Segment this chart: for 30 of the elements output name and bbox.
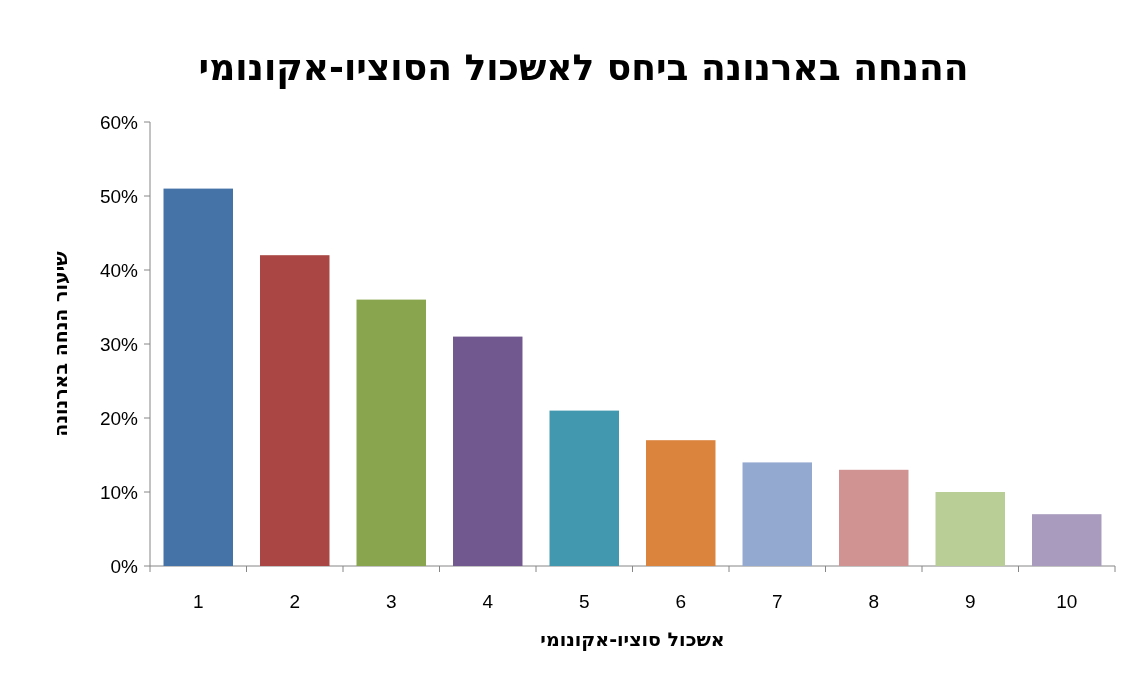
x-tick-label: 10 bbox=[1056, 591, 1078, 612]
y-tick-label: 20% bbox=[99, 408, 139, 429]
bar bbox=[549, 410, 619, 566]
y-tick-label: 0% bbox=[110, 556, 139, 577]
x-tick-label: 4 bbox=[482, 591, 494, 612]
x-tick-label: 7 bbox=[771, 591, 783, 612]
y-tick-label: 30% bbox=[99, 334, 139, 355]
x-tick-label: 3 bbox=[385, 591, 397, 612]
bar bbox=[839, 469, 909, 566]
x-tick-label: 6 bbox=[675, 591, 687, 612]
bar bbox=[260, 255, 330, 566]
x-tick-label: 1 bbox=[192, 591, 204, 612]
bar bbox=[646, 440, 716, 566]
bar bbox=[935, 492, 1005, 566]
x-tick-label: 8 bbox=[868, 591, 880, 612]
y-axis-title: שיעור הנחה בארנונה bbox=[49, 250, 71, 437]
bar bbox=[1032, 514, 1102, 566]
x-axis-title: אשכול סוציו-אקונומי bbox=[540, 628, 725, 651]
x-tick-label: 5 bbox=[578, 591, 590, 612]
bar bbox=[742, 462, 812, 566]
bar bbox=[163, 188, 233, 566]
x-tick-label: 2 bbox=[289, 591, 301, 612]
y-tick-label: 40% bbox=[99, 260, 139, 281]
bar bbox=[453, 336, 523, 566]
bar bbox=[356, 299, 426, 566]
y-tick-label: 50% bbox=[99, 186, 139, 207]
chart-title: ההנחה בארנונה ביחס לאשכול הסוציו-אקונומי bbox=[198, 47, 969, 89]
y-tick-label: 10% bbox=[99, 482, 139, 503]
x-tick-label: 9 bbox=[964, 591, 976, 612]
y-tick-label: 60% bbox=[99, 112, 139, 133]
